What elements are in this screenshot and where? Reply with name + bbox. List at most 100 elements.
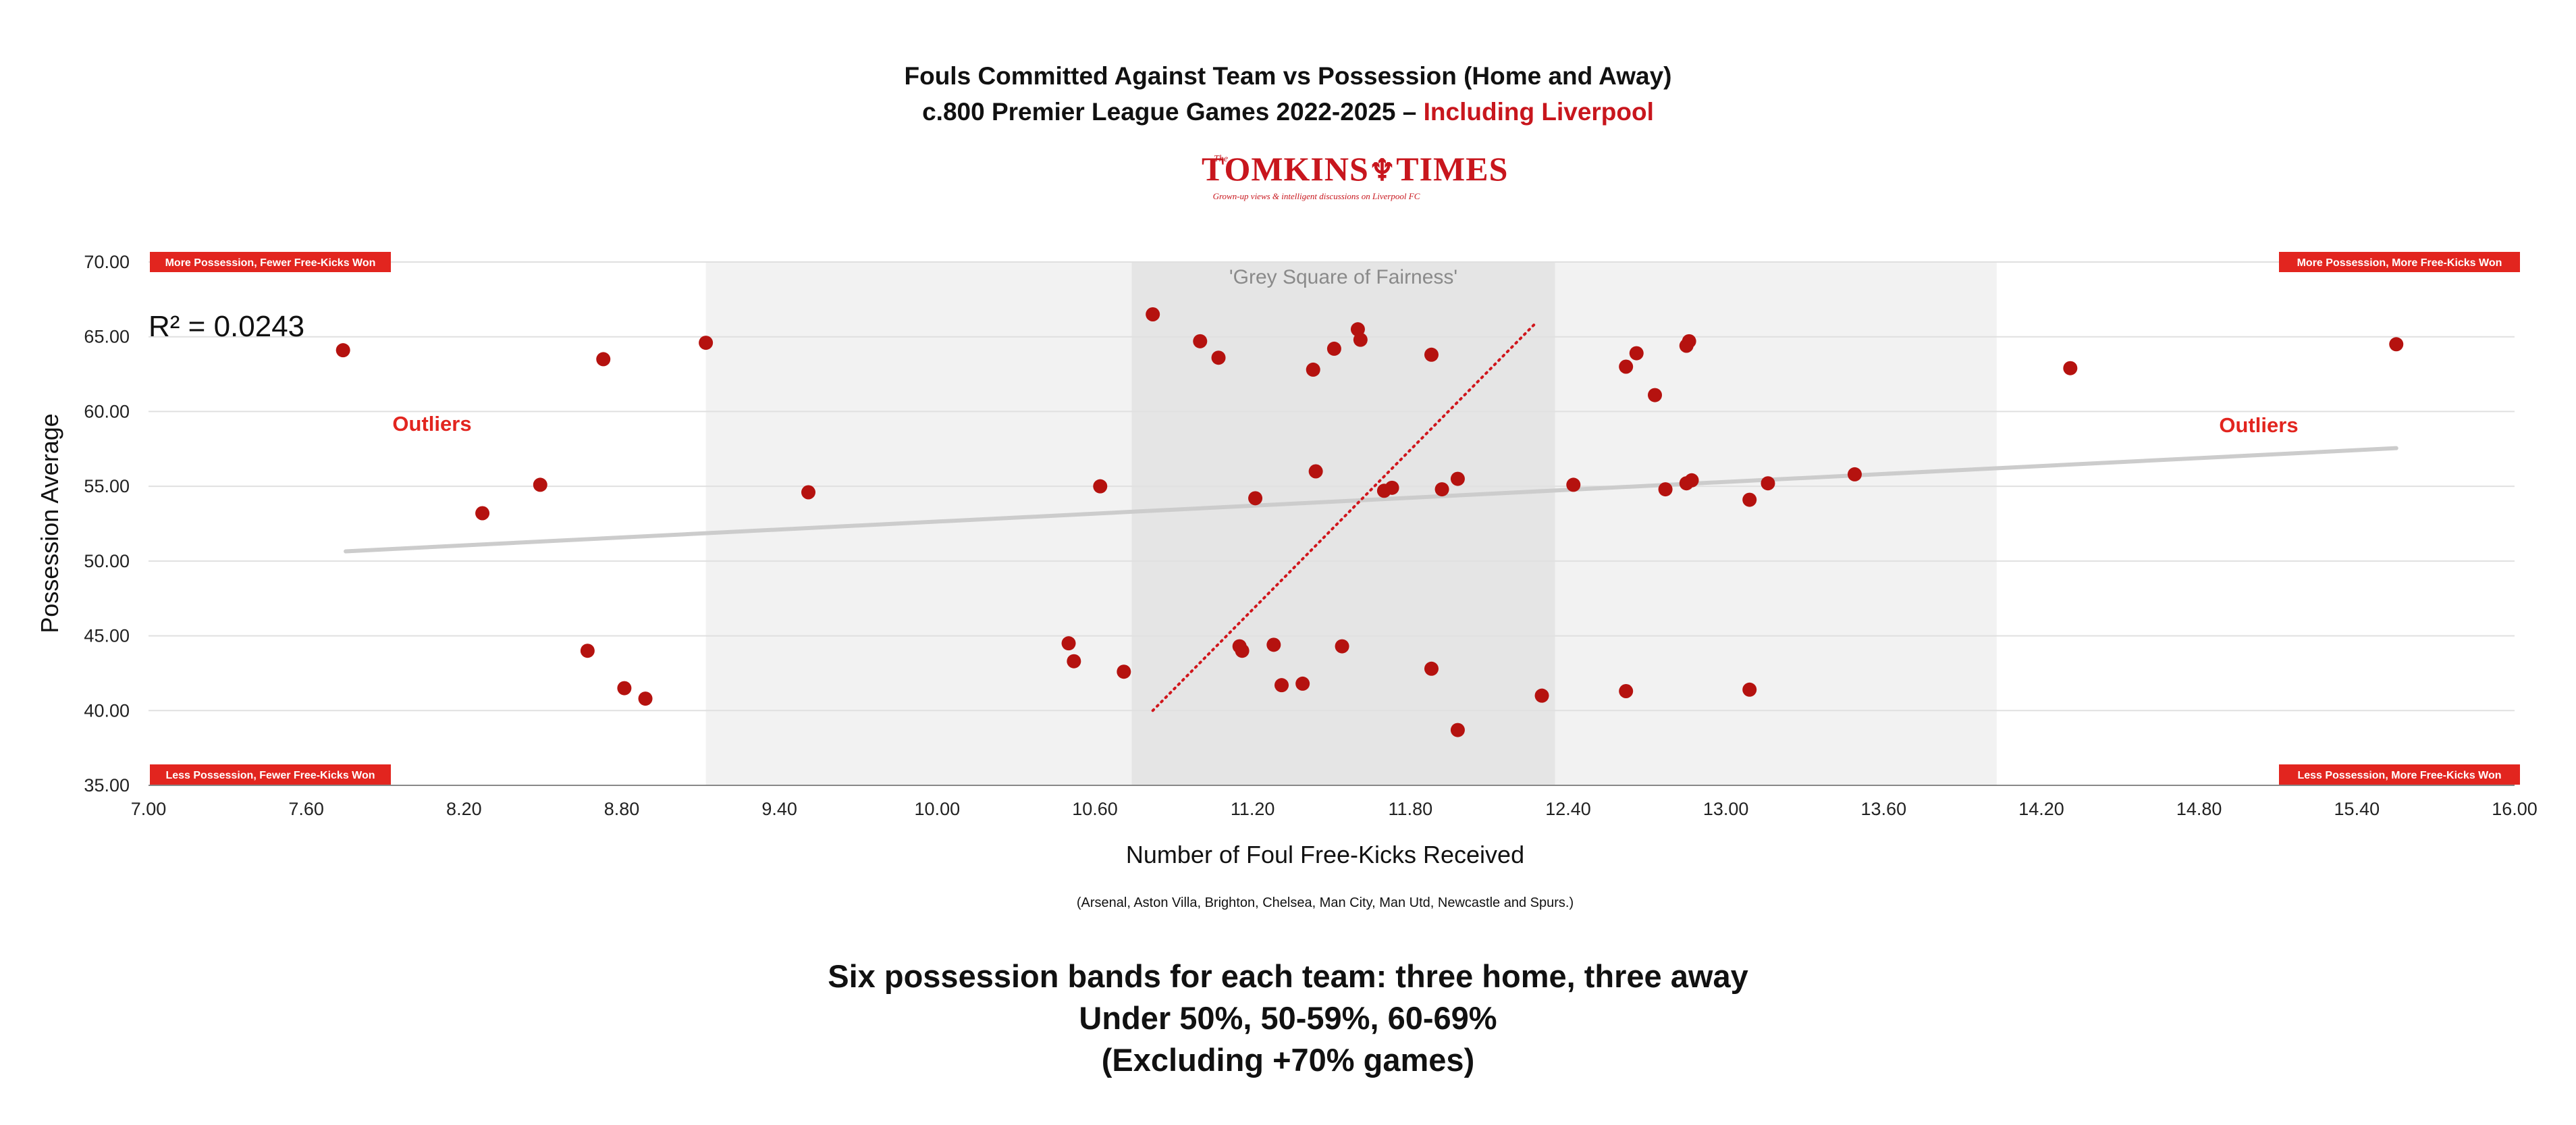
quadrant-label-top-right-bg: [2279, 252, 2520, 272]
y-axis-title: Possession Average: [36, 413, 63, 633]
data-point: [699, 336, 714, 350]
chart-title-line2: c.800 Premier League Games 2022-2025 – I…: [0, 98, 2576, 126]
x-tick-label: 14.80: [2176, 799, 2222, 819]
x-tick-label: 11.20: [1231, 799, 1275, 819]
data-point: [1424, 661, 1439, 676]
diagonal-group: [1151, 323, 1536, 712]
quadrant-label-bottom-right: Less Possession, More Free-Kicks Won: [2297, 770, 2501, 781]
data-point: [1295, 676, 1310, 691]
data-point: [1742, 492, 1757, 507]
data-point: [638, 691, 653, 706]
quadrant-label-top-left-bg: [150, 252, 391, 272]
x-tick-label: 9.40: [761, 799, 797, 819]
data-point: [475, 506, 490, 521]
data-point: [1146, 307, 1160, 321]
y-tick-label: 40.00: [84, 700, 130, 721]
data-point: [1235, 644, 1250, 658]
title-highlight: Including Liverpool: [1423, 98, 1654, 126]
quadrant-label-bottom-left-bg: [150, 764, 391, 785]
y-tick-label: 60.00: [84, 401, 130, 421]
data-point: [1193, 334, 1208, 348]
x-tick-label: 15.40: [2334, 799, 2380, 819]
footer-line3: (Excluding +70% games): [1101, 1042, 1475, 1078]
data-point: [1761, 476, 1775, 491]
quadrant-label-bottom-right-bg: [2279, 764, 2520, 785]
y-tick-labels: 35.00 40.00 45.00 50.00 55.00 60.00 65.00 70.00: [84, 252, 130, 795]
x-axis-title: Number of Foul Free-Kicks Received: [1126, 841, 1524, 868]
data-point: [801, 485, 816, 500]
data-point: [1658, 482, 1673, 497]
data-point: [1534, 688, 1549, 703]
logo-word-2: TIMES: [1396, 150, 1509, 188]
data-point: [1248, 491, 1263, 506]
outliers-label-right: Outliers: [2219, 413, 2298, 437]
tomkins-times-logo: The TOMKINS♆TIMES Grown-up views & intel…: [1202, 150, 1507, 202]
quadrant-labels: More Possession, Fewer Free-Kicks Won Mor…: [150, 252, 2520, 785]
data-point: [1450, 471, 1465, 486]
y-tick-label: 70.00: [84, 252, 130, 272]
footer-line2: Under 50%, 50-59%, 60-69%: [1079, 1000, 1497, 1036]
data-point: [1684, 473, 1699, 488]
data-point: [1061, 636, 1076, 651]
quadrant-label-bottom-left: Less Possession, Fewer Free-Kicks Won: [165, 770, 375, 781]
data-point: [1335, 639, 1349, 654]
data-point: [1629, 346, 1644, 361]
y-tick-label: 55.00: [84, 476, 130, 496]
title-prefix: c.800 Premier League Games 2022-2025 –: [922, 98, 1424, 126]
liverbird-icon: ♆: [1368, 154, 1397, 187]
points-group: [336, 307, 2404, 737]
grey-square-of-fairness: [1131, 262, 1555, 785]
data-point: [1566, 477, 1581, 492]
data-point: [2063, 361, 2078, 375]
y-tick-label: 65.00: [84, 327, 130, 347]
data-point: [1308, 464, 1323, 479]
data-point: [1266, 637, 1281, 652]
scatter-chart: 35.00 40.00 45.00 50.00 55.00 60.00 65.00 70.00…: [36, 252, 2538, 910]
x-tick-label: 13.00: [1703, 799, 1749, 819]
x-tick-label: 13.60: [1861, 799, 1907, 819]
y-tick-label: 45.00: [84, 626, 130, 646]
data-point: [533, 477, 547, 492]
x-tick-label: 10.00: [915, 799, 961, 819]
outliers-label-left: Outliers: [392, 412, 471, 436]
teams-note: (Arsenal, Aston Villa, Brighton, Chelsea…: [1077, 895, 1574, 910]
x-tick-label: 8.20: [446, 799, 482, 819]
x-tick-label: 7.00: [131, 799, 167, 819]
x-tick-label: 12.40: [1545, 799, 1591, 819]
fairness-diagonal-line: [1151, 323, 1536, 712]
data-point: [1847, 467, 1862, 481]
data-point: [1211, 350, 1226, 365]
data-point: [1742, 682, 1757, 697]
data-point: [2389, 337, 2404, 352]
data-point: [1450, 723, 1465, 737]
grey-square-label: 'Grey Square of Fairness': [1229, 266, 1457, 288]
y-tick-label: 50.00: [84, 551, 130, 571]
data-point: [336, 343, 350, 358]
data-point: [1274, 678, 1289, 693]
data-point: [1093, 479, 1108, 494]
data-point: [580, 644, 595, 658]
logo-word-1: TOMKINS: [1202, 150, 1369, 188]
data-point: [1648, 388, 1663, 402]
data-point: [1619, 359, 1634, 374]
data-point: [1385, 480, 1399, 495]
x-tick-label: 7.60: [288, 799, 324, 819]
quadrant-label-top-left: More Possession, Fewer Free-Kicks Won: [165, 257, 376, 269]
r-squared-label: R² = 0.0243: [149, 310, 304, 343]
linear-trendline: [344, 446, 2398, 554]
trendline-group: [344, 446, 2398, 554]
quadrant-label-top-right: More Possession, More Free-Kicks Won: [2297, 257, 2502, 269]
logo-wordmark: TOMKINS♆TIMES: [1202, 150, 1507, 190]
data-point: [1434, 482, 1449, 497]
data-point: [1424, 347, 1439, 362]
x-tick-label: 16.00: [2492, 799, 2538, 819]
data-point: [617, 681, 632, 696]
data-point: [1117, 664, 1131, 679]
x-tick-label: 14.20: [2018, 799, 2064, 819]
x-tick-label: 8.80: [604, 799, 640, 819]
data-point: [1306, 362, 1320, 377]
data-point: [1067, 654, 1081, 669]
data-point: [1353, 332, 1368, 347]
chart-title-line1: Fouls Committed Against Team vs Possessi…: [904, 62, 1672, 90]
logo-the: The: [1214, 154, 1228, 164]
